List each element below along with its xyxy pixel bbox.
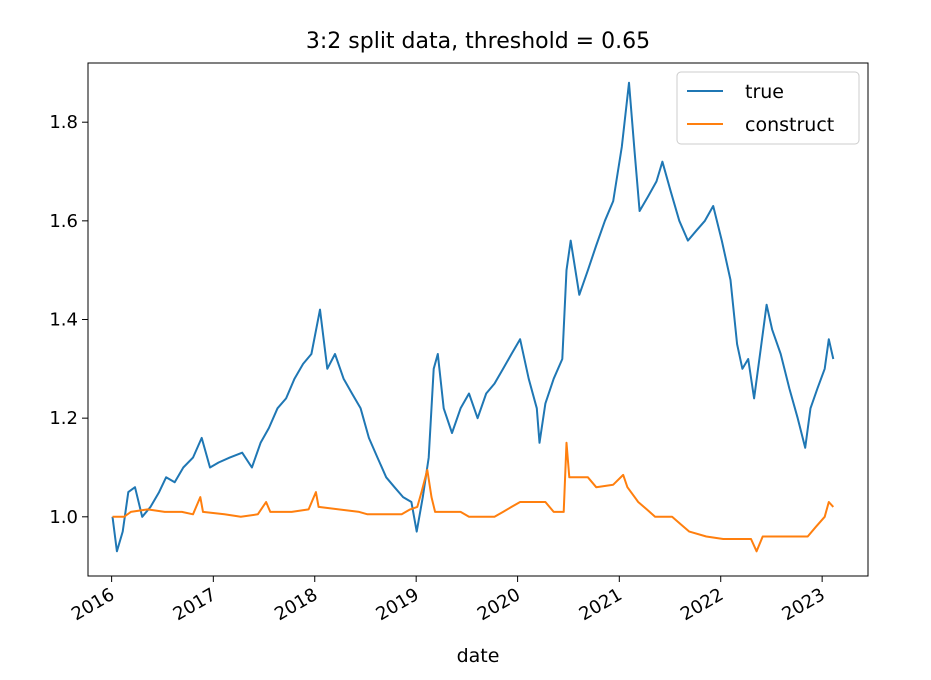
plot-area <box>87 62 869 577</box>
x-tick-label: 2019 <box>372 584 422 625</box>
y-tick-label: 1.2 <box>49 408 78 429</box>
x-tick-label: 2020 <box>474 584 524 625</box>
series-line-construct <box>112 441 835 553</box>
x-axis-label: date <box>457 645 500 667</box>
y-tick-label: 1.6 <box>49 211 78 232</box>
x-tick-label: 2018 <box>271 584 321 625</box>
x-tick-label: 2016 <box>68 584 118 625</box>
series-line-true <box>111 81 835 553</box>
x-tick-label: 2023 <box>778 584 828 625</box>
series-layer <box>111 81 835 553</box>
legend: true construct <box>676 71 860 145</box>
legend-label-true: true <box>745 81 784 103</box>
plot-frame <box>87 62 869 577</box>
chart-title: 3:2 split data, threshold = 0.65 <box>306 29 650 54</box>
y-axis-ticks: 1.0 1.2 1.4 1.6 1.8 <box>49 112 88 528</box>
y-tick-label: 1.8 <box>49 112 78 133</box>
y-tick-label: 1.0 <box>49 507 78 528</box>
legend-label-construct: construct <box>745 114 834 136</box>
x-tick-label: 2022 <box>677 584 727 625</box>
x-axis-ticks: 2016 2017 2018 2019 2020 2021 2022 2023 <box>68 576 829 625</box>
x-tick-label: 2021 <box>576 584 626 625</box>
x-tick-label: 2017 <box>170 584 220 625</box>
y-tick-label: 1.4 <box>49 310 78 331</box>
